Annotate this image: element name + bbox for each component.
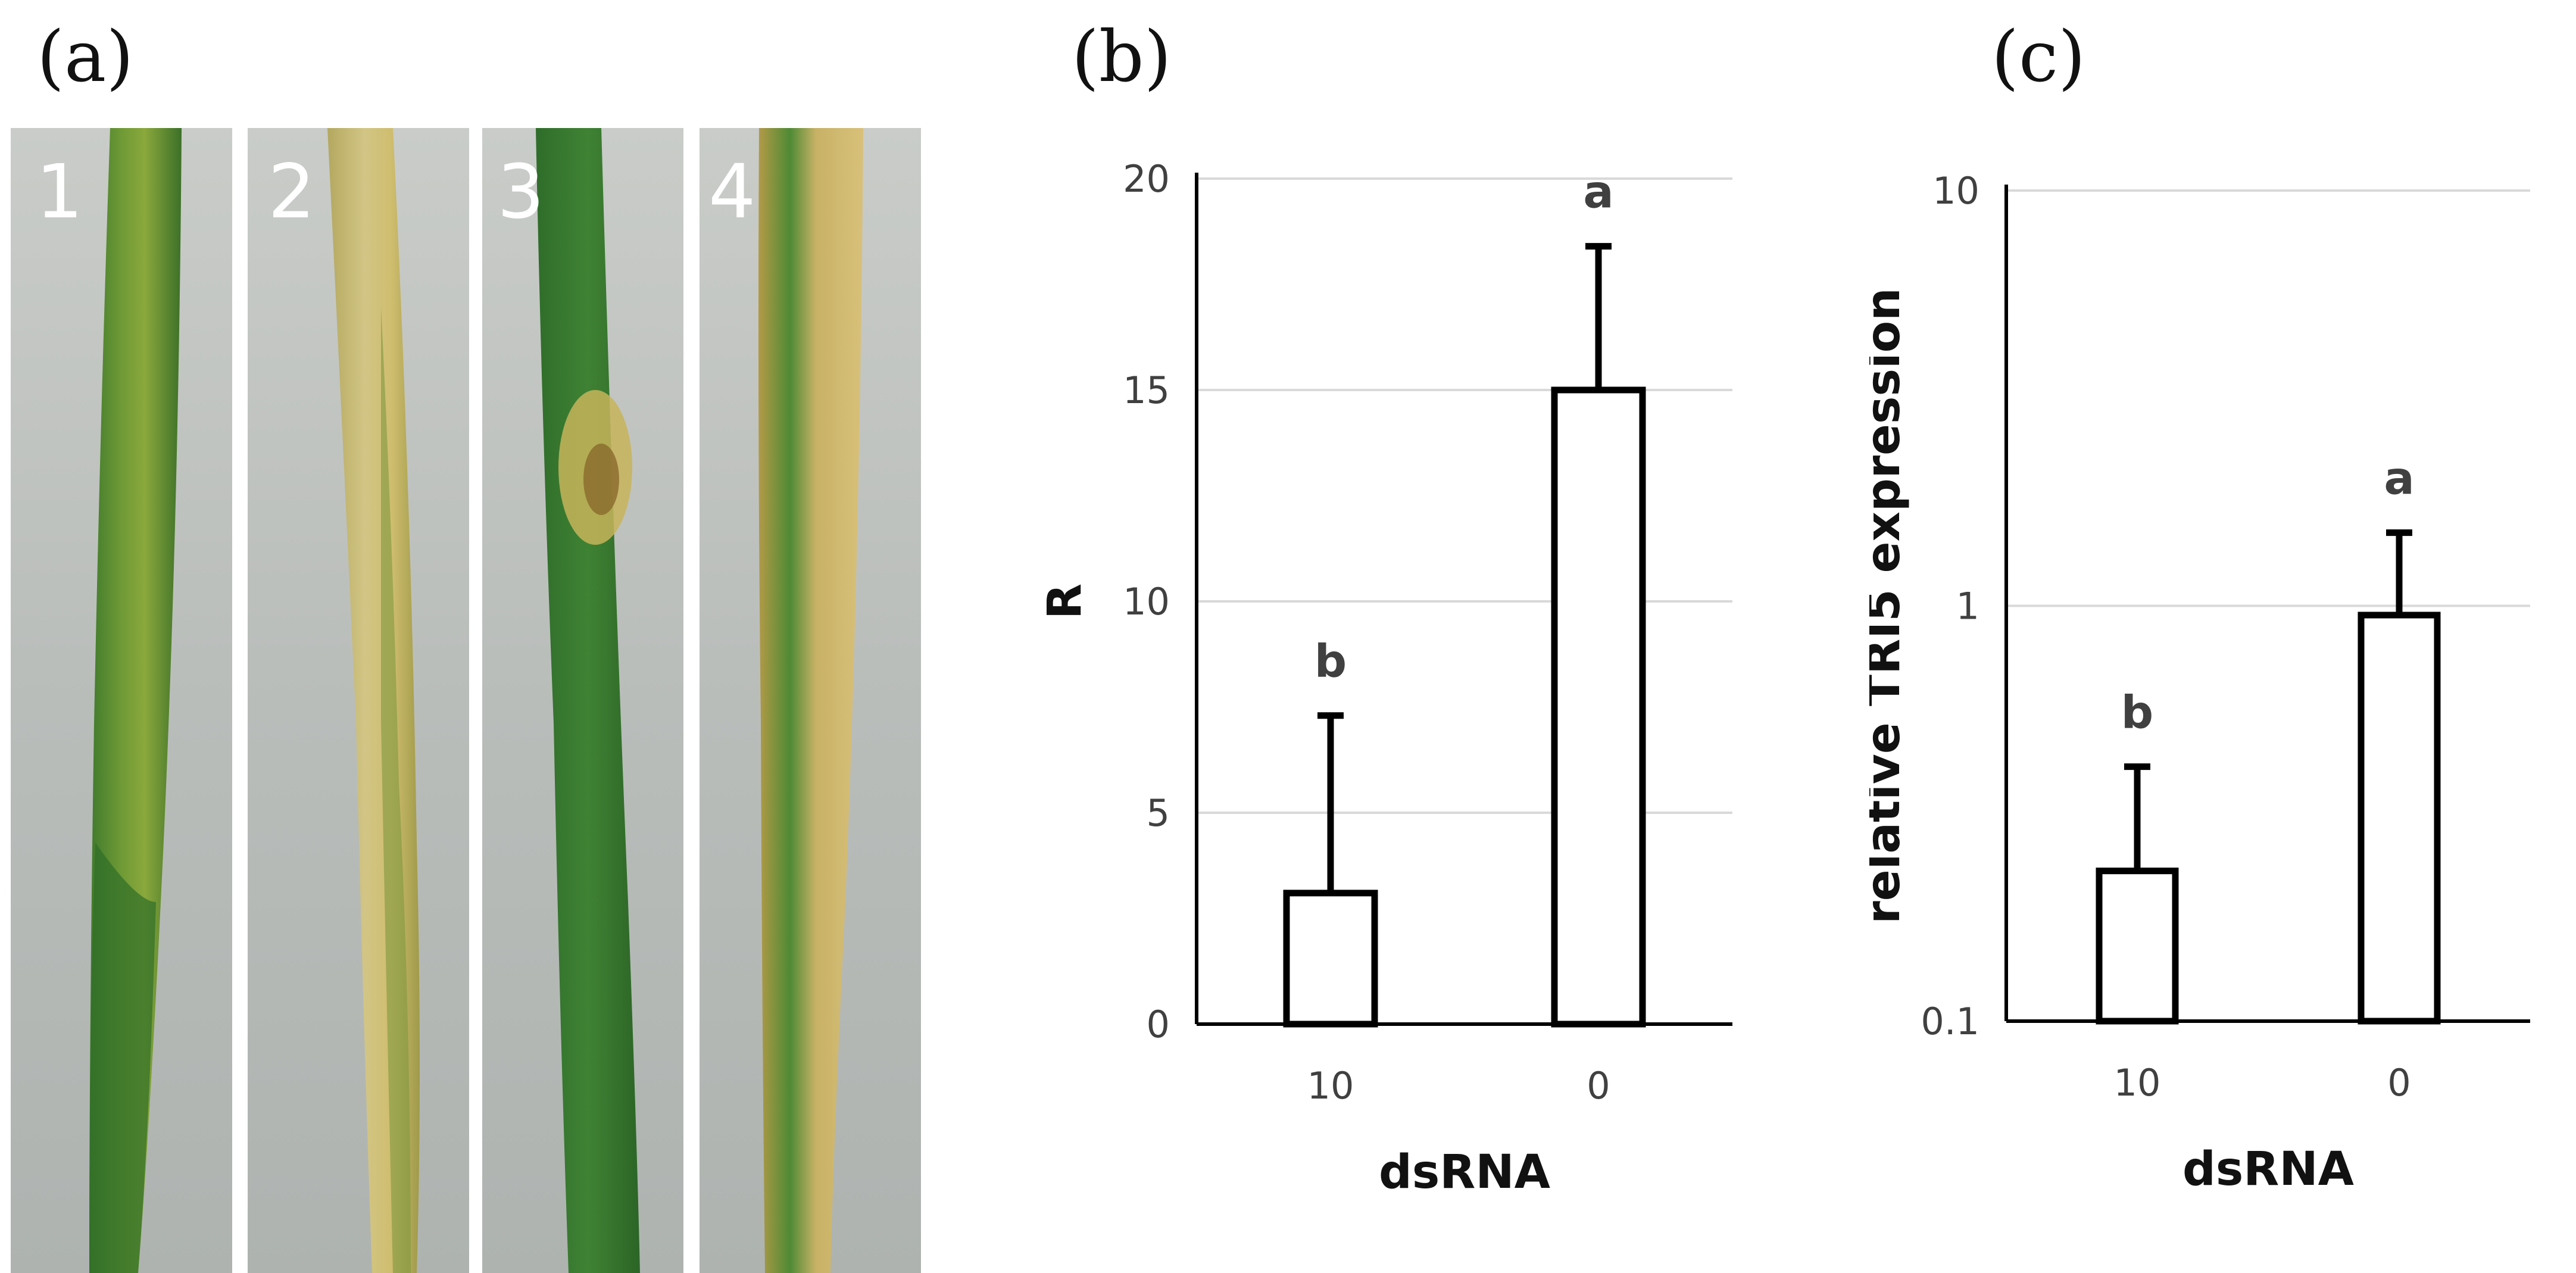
chart-c-bar-1 <box>2358 611 2441 1025</box>
chart-b-significance-label-0: b <box>1314 635 1347 688</box>
chart-b-x-axis-title: dsRNA <box>1379 1146 1550 1199</box>
chart-c-ytick-label-1: 1 <box>1956 585 1979 628</box>
leaf-strip-4: 4 <box>700 128 921 1273</box>
chart-b-y-axis-title: R <box>1038 584 1092 619</box>
chart-b-bar-1 <box>1551 386 1646 1028</box>
chart-c-bar-0 <box>2096 868 2179 1025</box>
leaf-strip-3: 3 <box>482 128 683 1273</box>
strip-number-2: 2 <box>268 149 316 235</box>
leaf-strip-2: 2 <box>248 128 469 1273</box>
chart-b: 0 5 10 15 20 b 10 a 0 dsRNA R <box>1038 157 1732 1199</box>
chart-c-xtick-label-1: 0 <box>2387 1061 2410 1104</box>
chart-c-significance-label-1: a <box>2384 452 2414 505</box>
chart-c-xtick-label-0: 10 <box>2114 1061 2161 1104</box>
chart-c-ytick-label-2: 10 <box>1932 169 1979 213</box>
strip-number-4: 4 <box>708 149 756 235</box>
chart-b-ytick-label-4: 20 <box>1123 157 1170 201</box>
panel-label-a: (a) <box>37 15 134 98</box>
chart-c-ytick-label-0: 0.1 <box>1921 1000 1979 1043</box>
strip-number-3: 3 <box>497 149 545 235</box>
panel-label-c: (c) <box>1991 15 2086 98</box>
chart-c: 0.1 1 10 b 10 a 0 dsRNA relative TRI5 expression <box>1869 169 2530 1196</box>
chart-b-bar-0 <box>1283 890 1378 1028</box>
strip-number-1: 1 <box>36 149 83 235</box>
chart-b-ytick-label-0: 0 <box>1147 1003 1170 1046</box>
chart-b-ytick-label-3: 15 <box>1123 369 1170 412</box>
chart-b-xtick-label-0: 10 <box>1307 1064 1354 1107</box>
chart-c-significance-label-0: b <box>2121 686 2153 739</box>
leaf-photo: 1 2 3 4 <box>11 128 921 1273</box>
panel-label-b: (b) <box>1072 15 1172 98</box>
chart-c-y-axis-title: relative TRI5 expression <box>1869 288 1910 924</box>
chart-b-significance-label-1: a <box>1583 166 1613 219</box>
leaf-strip-1: 1 <box>11 128 232 1273</box>
chart-b-xtick-label-1: 0 <box>1587 1064 1610 1107</box>
chart-b-ytick-label-1: 5 <box>1147 791 1170 835</box>
chart-b-ytick-label-2: 10 <box>1123 580 1170 623</box>
chart-c-x-axis-title: dsRNA <box>2182 1143 2354 1196</box>
